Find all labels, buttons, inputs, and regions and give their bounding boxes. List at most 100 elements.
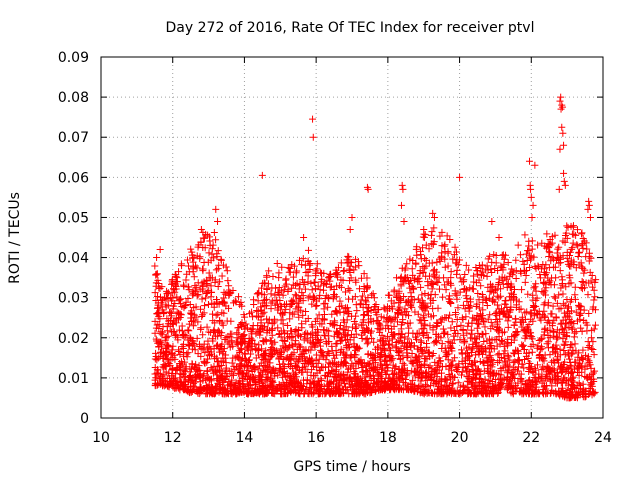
data-point: [304, 294, 312, 302]
data-point: [234, 324, 242, 332]
data-point: [183, 256, 191, 264]
data-point: [231, 382, 239, 390]
data-point: [542, 244, 550, 252]
data-point: [425, 272, 433, 280]
data-point: [532, 287, 540, 295]
data-point: [461, 305, 469, 313]
data-point: [503, 369, 511, 377]
data-point: [497, 305, 505, 313]
data-point: [257, 376, 265, 384]
data-point: [504, 353, 512, 361]
data-point: [335, 381, 343, 389]
data-point: [153, 254, 161, 262]
data-point: [363, 183, 371, 191]
data-point: [539, 355, 547, 363]
data-point: [542, 370, 550, 378]
data-point: [248, 308, 256, 316]
data-point: [487, 318, 495, 326]
data-point: [548, 239, 556, 247]
data-point: [592, 276, 600, 284]
data-point: [189, 337, 197, 345]
data-point: [521, 379, 529, 387]
data-point: [384, 291, 392, 299]
data-point: [397, 325, 405, 333]
data-point: [156, 370, 164, 378]
data-point: [438, 362, 446, 370]
data-point: [441, 313, 449, 321]
data-point: [288, 364, 296, 372]
data-point: [199, 244, 207, 252]
data-point: [193, 334, 201, 342]
data-point: [557, 93, 565, 101]
data-point: [214, 217, 222, 225]
data-point: [583, 373, 591, 381]
data-point: [536, 375, 544, 383]
data-point: [460, 276, 468, 284]
data-point: [433, 278, 441, 286]
data-point: [512, 347, 520, 355]
data-point: [248, 330, 256, 338]
data-point: [275, 360, 283, 368]
data-point: [511, 332, 519, 340]
data-point: [310, 362, 318, 370]
data-point: [380, 304, 388, 312]
data-point: [382, 385, 390, 393]
data-point: [543, 319, 551, 327]
data-point: [343, 332, 351, 340]
data-point: [518, 313, 526, 321]
data-point: [548, 233, 556, 241]
data-point: [207, 274, 215, 282]
data-point: [579, 240, 587, 248]
data-point: [392, 313, 400, 321]
data-point: [413, 330, 421, 338]
data-point: [509, 364, 517, 372]
data-point: [408, 350, 416, 358]
data-point: [419, 244, 427, 252]
data-point: [563, 319, 571, 327]
data-point: [463, 294, 471, 302]
data-point: [447, 281, 455, 289]
data-point: [407, 289, 415, 297]
data-point: [198, 313, 206, 321]
data-point: [243, 375, 251, 383]
data-point: [270, 366, 278, 374]
data-point: [450, 251, 458, 259]
data-point: [189, 289, 197, 297]
data-point: [298, 261, 306, 269]
data-point: [471, 357, 479, 365]
data-point: [292, 389, 300, 397]
data-point: [173, 293, 181, 301]
data-point: [572, 308, 580, 316]
data-point: [447, 343, 455, 351]
data-point: [488, 217, 496, 225]
data-point: [429, 350, 437, 358]
data-point: [589, 338, 597, 346]
data-point: [304, 246, 312, 254]
data-point: [403, 385, 411, 393]
data-point: [475, 347, 483, 355]
data-point: [472, 351, 480, 359]
data-point: [532, 280, 540, 288]
data-point: [162, 351, 170, 359]
data-point: [568, 374, 576, 382]
data-point: [452, 308, 460, 316]
data-point: [413, 364, 421, 372]
data-point: [273, 259, 281, 267]
data-point: [491, 264, 499, 272]
y-tick-label: 0.02: [58, 331, 89, 347]
data-point: [205, 352, 213, 360]
data-point: [152, 297, 160, 305]
data-point: [233, 329, 241, 337]
data-point: [433, 338, 441, 346]
data-point: [486, 252, 494, 260]
data-point: [403, 372, 411, 380]
data-point: [218, 272, 226, 280]
data-point: [350, 368, 358, 376]
data-point: [406, 319, 414, 327]
data-point: [522, 325, 530, 333]
data-point: [345, 390, 353, 398]
data-point: [260, 338, 268, 346]
data-point: [214, 327, 222, 335]
data-point: [160, 371, 168, 379]
